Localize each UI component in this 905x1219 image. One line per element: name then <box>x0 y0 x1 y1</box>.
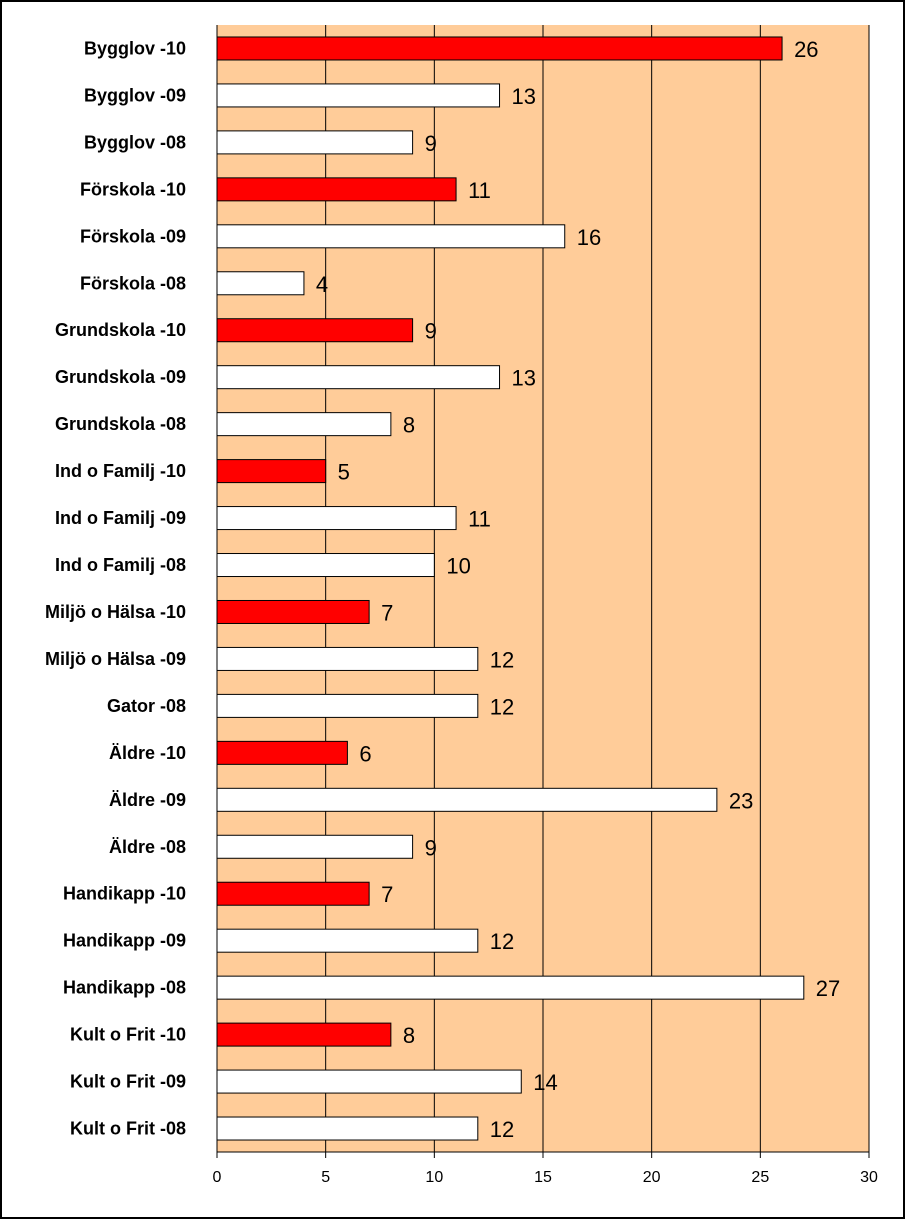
bar <box>216 271 305 296</box>
bar <box>216 459 327 484</box>
bar <box>216 365 501 390</box>
category-label: Äldre -08 <box>109 837 186 857</box>
x-tick-label: 20 <box>643 1169 661 1186</box>
category-label: Förskola -10 <box>80 179 186 199</box>
x-tick-label: 5 <box>321 1169 330 1186</box>
bar <box>216 881 370 906</box>
value-label: 4 <box>316 272 328 297</box>
bar <box>216 740 348 765</box>
category-label: Ind o Familj -09 <box>55 508 186 528</box>
value-label: 12 <box>490 694 514 719</box>
value-label: 16 <box>577 225 601 250</box>
value-label: 13 <box>512 84 536 109</box>
category-label: Grundskola -08 <box>55 414 186 434</box>
category-label: Kult o Frit -09 <box>70 1072 186 1092</box>
x-tick-label: 15 <box>534 1169 552 1186</box>
bar <box>216 177 457 202</box>
value-label: 10 <box>446 554 470 579</box>
value-label: 8 <box>403 413 415 438</box>
x-tick-label: 0 <box>213 1169 222 1186</box>
bar <box>216 553 435 578</box>
category-label: Förskola -08 <box>80 273 186 293</box>
bar <box>216 834 414 859</box>
category-label: Äldre -10 <box>109 743 186 763</box>
value-label: 9 <box>425 835 437 860</box>
category-label: Grundskola -09 <box>55 367 186 387</box>
category-label: Handikapp -09 <box>63 931 186 951</box>
value-label: 9 <box>425 131 437 156</box>
bar <box>216 1022 392 1047</box>
value-label: 7 <box>381 600 393 625</box>
bar <box>216 318 414 343</box>
bar <box>216 787 718 812</box>
category-label: Grundskola -10 <box>55 320 186 340</box>
bars <box>216 36 805 1141</box>
x-tick-label: 10 <box>425 1169 443 1186</box>
bar <box>216 975 805 1000</box>
value-label: 8 <box>403 1023 415 1048</box>
value-label: 13 <box>512 366 536 391</box>
value-label: 11 <box>468 178 491 203</box>
category-label: Bygglov -10 <box>84 38 186 58</box>
bar <box>216 224 566 249</box>
category-labels: Bygglov -10 Bygglov -09 Bygglov -08 Förskol… <box>45 38 186 1138</box>
category-label: Bygglov -09 <box>84 85 186 105</box>
value-label: 26 <box>794 37 818 62</box>
x-tick-label: 25 <box>751 1169 769 1186</box>
bar <box>216 693 479 718</box>
bar <box>216 130 414 155</box>
value-label: 12 <box>490 647 514 672</box>
category-label: Ind o Familj -08 <box>55 555 186 575</box>
category-label: Miljö o Hälsa -09 <box>45 649 186 669</box>
value-label: 5 <box>338 460 350 485</box>
bar <box>216 36 783 61</box>
gridlines <box>325 25 870 1152</box>
value-label: 6 <box>359 741 371 766</box>
category-label: Handikapp -08 <box>63 978 186 998</box>
value-labels: 26 13 9 11 16 4 9 13 8 5 11 10 7 12 12 6 23 9 7 12 27 8 14 12 <box>316 37 840 1142</box>
value-label: 12 <box>490 929 514 954</box>
value-label: 9 <box>425 319 437 344</box>
value-label: 23 <box>729 788 753 813</box>
value-label: 11 <box>468 507 491 532</box>
category-label: Miljö o Hälsa -10 <box>45 602 186 622</box>
value-label: 12 <box>490 1117 514 1142</box>
bar <box>216 599 370 624</box>
x-axis: 0 5 10 15 20 25 30 <box>213 25 878 1186</box>
bar <box>216 506 457 531</box>
bar <box>216 646 479 671</box>
bar <box>216 928 479 953</box>
value-label: 7 <box>381 882 393 907</box>
x-tick-label: 30 <box>860 1169 878 1186</box>
bar <box>216 83 501 108</box>
category-label: Kult o Frit -08 <box>70 1119 186 1139</box>
category-label: Bygglov -08 <box>84 132 186 152</box>
category-label: Ind o Familj -10 <box>55 461 186 481</box>
category-label: Handikapp -10 <box>63 884 186 904</box>
category-label: Äldre -09 <box>109 790 186 810</box>
category-label: Gator -08 <box>107 696 186 716</box>
category-label: Kult o Frit -10 <box>70 1025 186 1045</box>
value-label: 14 <box>533 1070 557 1095</box>
bar <box>216 412 392 437</box>
bar <box>216 1116 479 1141</box>
bar <box>216 1069 522 1094</box>
category-label: Förskola -09 <box>80 226 186 246</box>
value-label: 27 <box>816 976 840 1001</box>
